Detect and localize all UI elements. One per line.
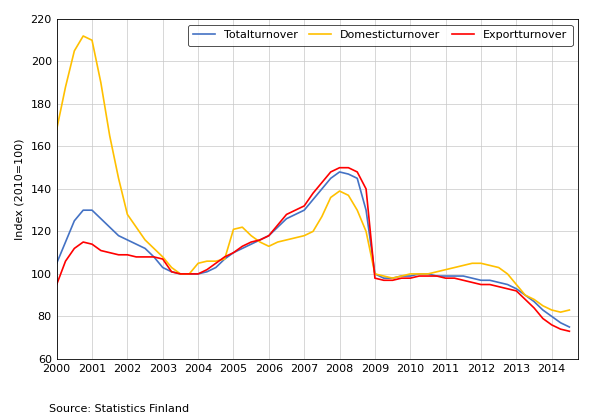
Line: Totalturnover: Totalturnover xyxy=(56,172,569,327)
Exportturnover xyxy=(336,165,343,170)
Domesticturnover xyxy=(327,195,334,200)
Totalturnover xyxy=(70,218,78,223)
Exportturnover xyxy=(433,273,441,278)
Domesticturnover xyxy=(141,237,149,242)
Exportturnover xyxy=(106,250,114,255)
Exportturnover xyxy=(186,271,193,276)
Domesticturnover xyxy=(115,176,122,181)
Line: Domesticturnover: Domesticturnover xyxy=(56,36,569,312)
Domesticturnover xyxy=(433,269,441,274)
Line: Exportturnover: Exportturnover xyxy=(56,168,569,331)
Domesticturnover xyxy=(80,33,87,38)
Exportturnover xyxy=(53,282,60,287)
Totalturnover xyxy=(132,242,140,247)
Totalturnover xyxy=(566,324,573,329)
Exportturnover xyxy=(318,180,325,185)
Exportturnover xyxy=(132,255,140,260)
Exportturnover xyxy=(566,329,573,334)
Totalturnover xyxy=(336,169,343,174)
Domesticturnover xyxy=(70,48,78,54)
Domesticturnover xyxy=(53,127,60,132)
Domesticturnover xyxy=(557,310,564,315)
Domesticturnover xyxy=(194,261,202,266)
Totalturnover xyxy=(318,186,325,191)
Legend: Totalturnover, Domesticturnover, Exportturnover: Totalturnover, Domesticturnover, Exportt… xyxy=(188,25,572,46)
Y-axis label: Index (2010=100): Index (2010=100) xyxy=(15,138,25,240)
Exportturnover xyxy=(70,246,78,251)
Domesticturnover xyxy=(566,308,573,313)
Totalturnover xyxy=(106,224,114,229)
Totalturnover xyxy=(433,273,441,278)
Totalturnover xyxy=(186,271,193,276)
Totalturnover xyxy=(53,261,60,266)
Text: Source: Statistics Finland: Source: Statistics Finland xyxy=(49,404,189,414)
